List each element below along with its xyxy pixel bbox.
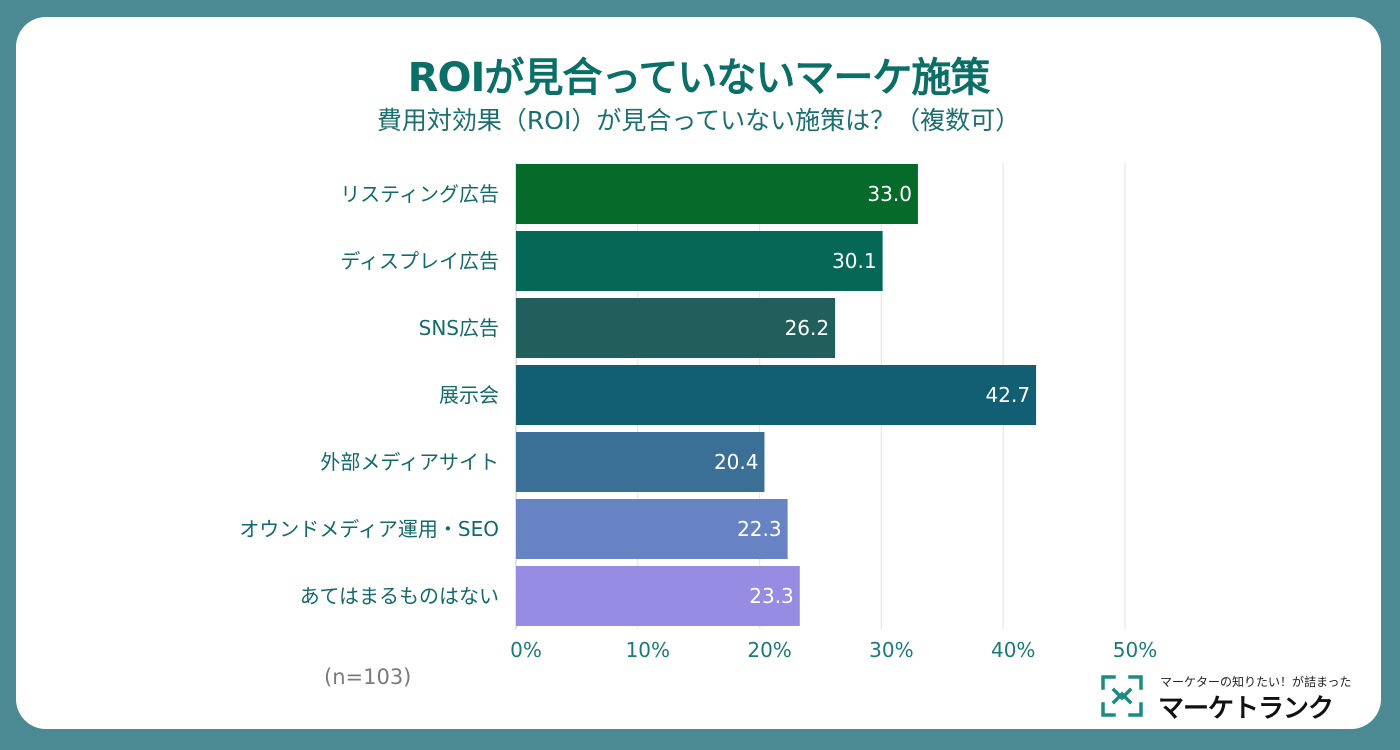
bar bbox=[516, 365, 1037, 425]
data-label: 42.7 bbox=[986, 383, 1031, 407]
sample-size-note: (n=103) bbox=[324, 665, 412, 689]
bar bbox=[516, 499, 788, 559]
chart-card: ROIが見合っていないマーケ施策 費用対効果（ROI）が見合っていない施策は？（… bbox=[16, 17, 1381, 729]
bar-chart: 33.0 リスティング広告 30.1 ディスプレイ広告 26.2 SNS広告 42.7 展示会… bbox=[239, 163, 1157, 662]
x-tick-label: 30% bbox=[869, 638, 913, 662]
brand-wordmark: マーケトランク bbox=[1158, 694, 1334, 724]
bar bbox=[516, 298, 836, 358]
category-label: 外部メディアサイト bbox=[320, 450, 499, 474]
data-label: 30.1 bbox=[832, 249, 877, 273]
bar bbox=[516, 566, 800, 626]
category-label: 展示会 bbox=[439, 383, 499, 407]
category-label: リスティング広告 bbox=[340, 182, 499, 206]
category-label: SNS広告 bbox=[419, 316, 499, 340]
data-label: 33.0 bbox=[867, 182, 912, 206]
brand-tagline: マーケターの知りたい！が詰まった bbox=[1160, 675, 1352, 689]
x-tick-label: 20% bbox=[747, 638, 791, 662]
category-label: オウンドメディア運用・SEO bbox=[239, 517, 499, 541]
x-tick-label: 0% bbox=[510, 638, 542, 662]
x-tick-label: 50% bbox=[1113, 638, 1157, 662]
x-tick-label: 40% bbox=[991, 638, 1035, 662]
data-label: 26.2 bbox=[785, 316, 830, 340]
data-label: 23.3 bbox=[749, 584, 794, 608]
category-label: あてはまるものはない bbox=[300, 584, 499, 608]
bar bbox=[516, 164, 918, 224]
bracket-corners-icon bbox=[1101, 675, 1143, 717]
brand-logo: マーケターの知りたい！が詰まった マーケトランク bbox=[1100, 673, 1370, 724]
category-label: ディスプレイ広告 bbox=[340, 249, 499, 273]
bar bbox=[516, 432, 765, 492]
data-label: 20.4 bbox=[714, 450, 759, 474]
chart-title: ROIが見合っていないマーケ施策 bbox=[407, 55, 991, 101]
chart-subtitle: 費用対効果（ROI）が見合っていない施策は？（複数可） bbox=[376, 106, 1021, 135]
data-label: 22.3 bbox=[737, 517, 782, 541]
x-tick-label: 10% bbox=[626, 638, 670, 662]
bar bbox=[516, 231, 883, 291]
